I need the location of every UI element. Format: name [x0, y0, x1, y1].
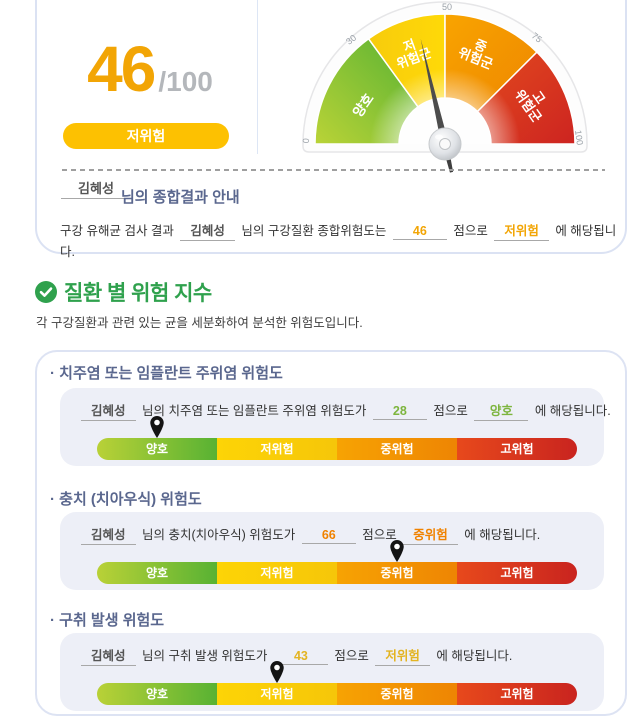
bar-segment-low: 저위험: [217, 562, 337, 584]
gauge-tick-0: 0: [301, 138, 311, 144]
bar-segment-low: 저위험: [217, 683, 337, 705]
pin-rail: [97, 539, 577, 563]
bar-segment-low: 저위험: [217, 438, 337, 460]
check-circle-icon: [35, 281, 57, 303]
bar-segment-mid: 중위험: [337, 683, 457, 705]
marker-pin-icon: [390, 540, 404, 562]
pin-rail: [97, 660, 577, 684]
total-score: 46/100: [55, 32, 245, 106]
gauge-tick-100: 100: [573, 129, 585, 145]
risk-sentence: 김혜성 님의 치주염 또는 임플란트 주위염 위험도가 28 점으로 양호 에 …: [78, 400, 611, 421]
bar-segment-high: 고위험: [457, 562, 577, 584]
summary-card: 46/100 저위험: [35, 0, 627, 259]
bar-segment-mid: 중위험: [337, 562, 457, 584]
disease-section-header: 질환 별 위험 지수: [35, 277, 212, 307]
risk-level: 중위험: [403, 524, 458, 545]
item-title-periodontitis: · 치주염 또는 임플란트 주위염 위험도: [50, 365, 283, 382]
gauge-tick-50: 50: [442, 2, 452, 12]
risk-score: 28: [372, 404, 427, 420]
risk-score: 43: [273, 649, 328, 665]
risk-sentence: 김혜성 님의 구취 발생 위험도가 43 점으로 저위험 에 해당됩니다.: [78, 645, 512, 666]
bar-segment-high: 고위험: [457, 683, 577, 705]
item-title-cavity: · 충치 (치아우식) 위험도: [50, 491, 202, 508]
marker-pin-icon: [150, 416, 164, 438]
bar-segment-high: 고위험: [457, 438, 577, 460]
gauge-label-low-1: 저: [401, 37, 417, 55]
risk-box-cavity: 김혜성 님의 충치(치아우식) 위험도가 66 점으로 중위험 에 해당됩니다.…: [60, 512, 604, 590]
risk-sentence: 김혜성 님의 충치(치아우식) 위험도가 66 점으로 중위험 에 해당됩니다.: [78, 524, 540, 545]
gauge-tick-75: 75: [530, 31, 544, 45]
bar-segment-good: 양호: [97, 438, 217, 460]
disease-section-title: 질환 별 위험 지수: [64, 282, 212, 305]
result-user-name: 김혜성: [58, 178, 134, 199]
risk-scale-bar: 양호 저위험 중위험 고위험: [97, 562, 577, 584]
bar-segment-good: 양호: [97, 683, 217, 705]
bar-segment-good: 양호: [97, 562, 217, 584]
risk-gauge-chart: 0 30 50 75 100 양호 저 위험군 중 위험군 고 위험군: [301, 1, 588, 173]
pin-rail: [97, 415, 577, 439]
item-title-bad-breath: · 구취 발생 위험도: [50, 612, 165, 629]
risk-scale-bar: 양호 저위험 중위험 고위험: [97, 438, 577, 460]
risk-level: 양호: [474, 400, 529, 421]
vertical-divider: [257, 0, 258, 154]
total-score-inline: 46: [392, 224, 447, 240]
risk-box-periodontitis: 김혜성 님의 치주염 또는 임플란트 주위염 위험도가 28 점으로 양호 에 …: [60, 388, 611, 466]
risk-scale-bar: 양호 저위험 중위험 고위험: [97, 683, 577, 705]
bar-segment-mid: 중위험: [337, 438, 457, 460]
result-title: 님의 종합결과 안내: [121, 189, 240, 206]
gauge-tick-30: 30: [344, 33, 358, 47]
score-value: 46: [87, 33, 156, 105]
disease-risk-card: · 치주염 또는 임플란트 주위염 위험도 김혜성 님의 치주염 또는 임플란트…: [35, 350, 627, 716]
risk-score: 66: [301, 528, 356, 544]
risk-box-bad-breath: 김혜성 님의 구취 발생 위험도가 43 점으로 저위험 에 해당됩니다. 양호…: [60, 633, 604, 711]
marker-pin-icon: [270, 661, 284, 683]
gauge-label-mid-1: 중: [472, 37, 489, 55]
risk-level-badge: 저위험: [63, 123, 229, 149]
risk-level: 저위험: [375, 645, 430, 666]
score-denominator: /100: [158, 66, 213, 97]
disease-section-subtitle: 각 구강질환과 관련 있는 균을 세분화하여 분석한 위험도입니다.: [36, 316, 363, 330]
total-level-inline: 저위험: [494, 220, 549, 241]
dashed-divider: [62, 169, 605, 171]
result-sentence: 구강 유해균 검사 결과 김혜성 님의 구강질환 종합위험도는 46 점으로 저…: [60, 220, 620, 260]
